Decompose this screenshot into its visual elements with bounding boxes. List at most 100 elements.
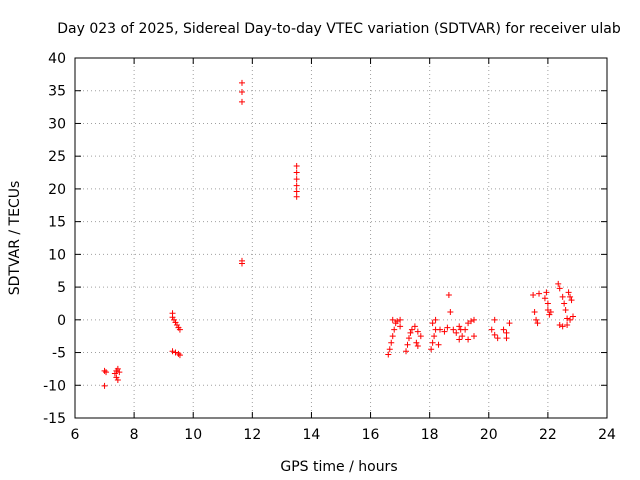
data-point: [414, 328, 421, 335]
data-point: [403, 348, 410, 355]
data-point: [101, 367, 108, 374]
y-tick-label: 30: [48, 116, 66, 132]
y-tick-label: -10: [43, 378, 66, 394]
x-tick-label: 12: [243, 427, 261, 443]
y-tick-label: -5: [52, 346, 66, 362]
data-point: [450, 326, 457, 333]
data-point: [568, 297, 575, 304]
x-tick-label: 8: [130, 427, 139, 443]
data-point: [413, 339, 420, 346]
data-point: [293, 163, 300, 169]
data-point: [114, 377, 121, 384]
data-point: [173, 322, 180, 329]
x-axis-label: GPS time / hours: [280, 459, 397, 475]
data-point: [414, 343, 421, 349]
data-point: [530, 291, 537, 298]
data-point: [405, 335, 412, 342]
data-point: [567, 316, 574, 323]
data-point: [543, 289, 550, 296]
data-point: [116, 369, 123, 376]
data-point: [465, 336, 472, 343]
y-tick-label: 20: [48, 182, 66, 198]
data-point: [536, 290, 543, 297]
data-point: [391, 326, 398, 333]
x-tick-label: 16: [362, 427, 380, 443]
data-point: [238, 260, 245, 267]
data-point: [445, 291, 452, 298]
data-point: [468, 318, 475, 325]
data-point: [113, 374, 120, 381]
y-axis-label: SDTVAR / TECUs: [7, 181, 23, 296]
data-point: [556, 285, 563, 292]
data-point: [441, 328, 448, 335]
data-point: [562, 307, 569, 313]
data-point: [293, 193, 300, 200]
data-point: [293, 182, 300, 189]
data-point: [293, 176, 300, 183]
x-axis: 6 8 10 12 14 16 18 20 22 24: [71, 58, 616, 443]
data-point: [544, 300, 551, 307]
data-point: [172, 319, 179, 326]
data-point: [407, 329, 414, 336]
data-point: [506, 320, 513, 327]
data-point: [564, 315, 571, 322]
data-point: [531, 308, 538, 315]
data-point: [429, 320, 436, 327]
data-point: [394, 318, 401, 325]
y-tick-label: 15: [48, 215, 66, 231]
y-tick-label: 40: [48, 51, 66, 67]
data-point: [570, 313, 577, 320]
data-point: [111, 370, 118, 377]
data-point: [386, 346, 393, 353]
data-point: [293, 188, 300, 195]
data-point: [546, 311, 553, 318]
data-point: [541, 295, 548, 302]
data-point: [171, 316, 178, 323]
y-tick-label: 0: [57, 313, 66, 329]
data-point: [169, 314, 176, 321]
data-point: [500, 326, 507, 333]
data-point: [408, 326, 415, 333]
data-point: [533, 316, 540, 323]
y-tick-label: -15: [43, 411, 66, 427]
data-point: [555, 280, 562, 287]
data-point: [169, 348, 176, 355]
data-point: [293, 169, 300, 176]
y-tick-label: 10: [48, 247, 66, 263]
data-point: [238, 79, 245, 86]
data-point: [175, 350, 182, 357]
data-point: [238, 98, 245, 105]
chart-title: Day 023 of 2025, Sidereal Day-to-day VTE…: [57, 21, 621, 37]
data-point: [176, 352, 183, 359]
data-point: [456, 336, 463, 343]
plot-frame: [74, 57, 608, 419]
data-point: [428, 346, 435, 353]
data-point: [435, 341, 442, 348]
data-point: [437, 326, 444, 333]
data-point: [429, 339, 436, 346]
data-point: [534, 320, 541, 327]
y-tick-label: 35: [48, 84, 66, 100]
data-point: [397, 316, 404, 323]
data-point: [462, 326, 469, 333]
data-point: [456, 323, 463, 330]
x-tick-label: 6: [71, 427, 80, 443]
data-point: [388, 339, 395, 346]
data-point: [471, 333, 477, 340]
data-point: [547, 308, 554, 315]
data-point: [491, 316, 498, 323]
data-point: [503, 329, 510, 336]
x-tick-label: 10: [184, 427, 202, 443]
x-tick-label: 20: [480, 427, 498, 443]
data-point: [404, 341, 411, 348]
x-tick-label: 14: [303, 427, 321, 443]
data-point: [494, 335, 501, 342]
data-series-sdtvar: [101, 79, 577, 389]
data-point: [488, 326, 495, 333]
data-point: [389, 333, 396, 340]
x-tick-label: 24: [598, 427, 616, 443]
x-tick-label: 18: [421, 427, 439, 443]
data-point: [176, 326, 183, 333]
data-point: [101, 382, 108, 389]
